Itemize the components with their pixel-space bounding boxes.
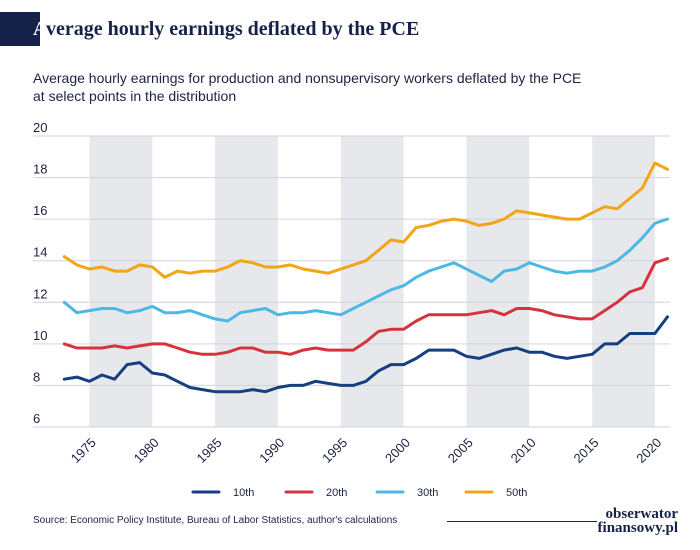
source-note: Source: Economic Policy Institute, Burea…	[33, 515, 398, 526]
title-block: Average hourly earnings deflated by the …	[0, 12, 700, 46]
x-tick-label-2000: 2000	[382, 435, 413, 466]
shaded-period-1995-2000	[340, 136, 404, 427]
x-tick-label-1995: 1995	[319, 435, 350, 466]
legend-label-30th: 30th	[417, 487, 438, 499]
x-tick-label-1980: 1980	[131, 435, 162, 466]
legend-label-10th: 10th	[233, 487, 254, 499]
subtitle-line-1: Average hourly earnings for production a…	[33, 70, 582, 86]
y-tick-label-10: 10	[33, 328, 47, 343]
chart-subtitle: Average hourly earnings for production a…	[33, 69, 673, 105]
subtitle-line-2: at select points in the distribution	[33, 88, 237, 104]
y-tick-label-20: 20	[33, 120, 47, 135]
shaded-period-2005-2010	[466, 136, 530, 427]
x-tick-label-2015: 2015	[571, 435, 602, 466]
chart-title: Average hourly earnings deflated by the …	[33, 18, 419, 41]
x-tick-label-2005: 2005	[445, 435, 476, 466]
publisher-logo: obserwator finansowy.pl	[597, 506, 678, 536]
logo-line-1: obserwator	[605, 506, 678, 522]
legend-label-50th: 50th	[506, 487, 527, 499]
x-tick-label-1990: 1990	[256, 435, 287, 466]
series-line-30th	[62, 217, 669, 323]
x-tick-label-2010: 2010	[508, 435, 539, 466]
series-line-20th	[62, 257, 669, 356]
y-tick-label-12: 12	[33, 286, 47, 301]
y-tick-label-6: 6	[33, 411, 40, 426]
legend-label-20th: 20th	[326, 487, 347, 499]
x-tick-label-1975: 1975	[68, 435, 99, 466]
title-first-letter: A	[33, 18, 46, 40]
series-line-10th	[62, 315, 669, 394]
title-accent-bar	[0, 12, 40, 46]
y-tick-label-14: 14	[33, 245, 47, 260]
logo-line-2: finansowy.pl	[597, 520, 678, 536]
y-tick-label-16: 16	[33, 203, 47, 218]
footer-divider	[447, 521, 597, 522]
series-line-50th	[62, 161, 669, 279]
shaded-period-1985-1990	[215, 136, 278, 427]
title-rest: verage hourly earnings deflated by the P…	[45, 18, 420, 40]
y-tick-label-18: 18	[33, 162, 47, 177]
shaded-period-1975-1980	[89, 136, 153, 427]
x-tick-label-2020: 2020	[633, 435, 664, 466]
y-tick-label-8: 8	[33, 369, 40, 384]
x-tick-label-1985: 1985	[194, 435, 225, 466]
